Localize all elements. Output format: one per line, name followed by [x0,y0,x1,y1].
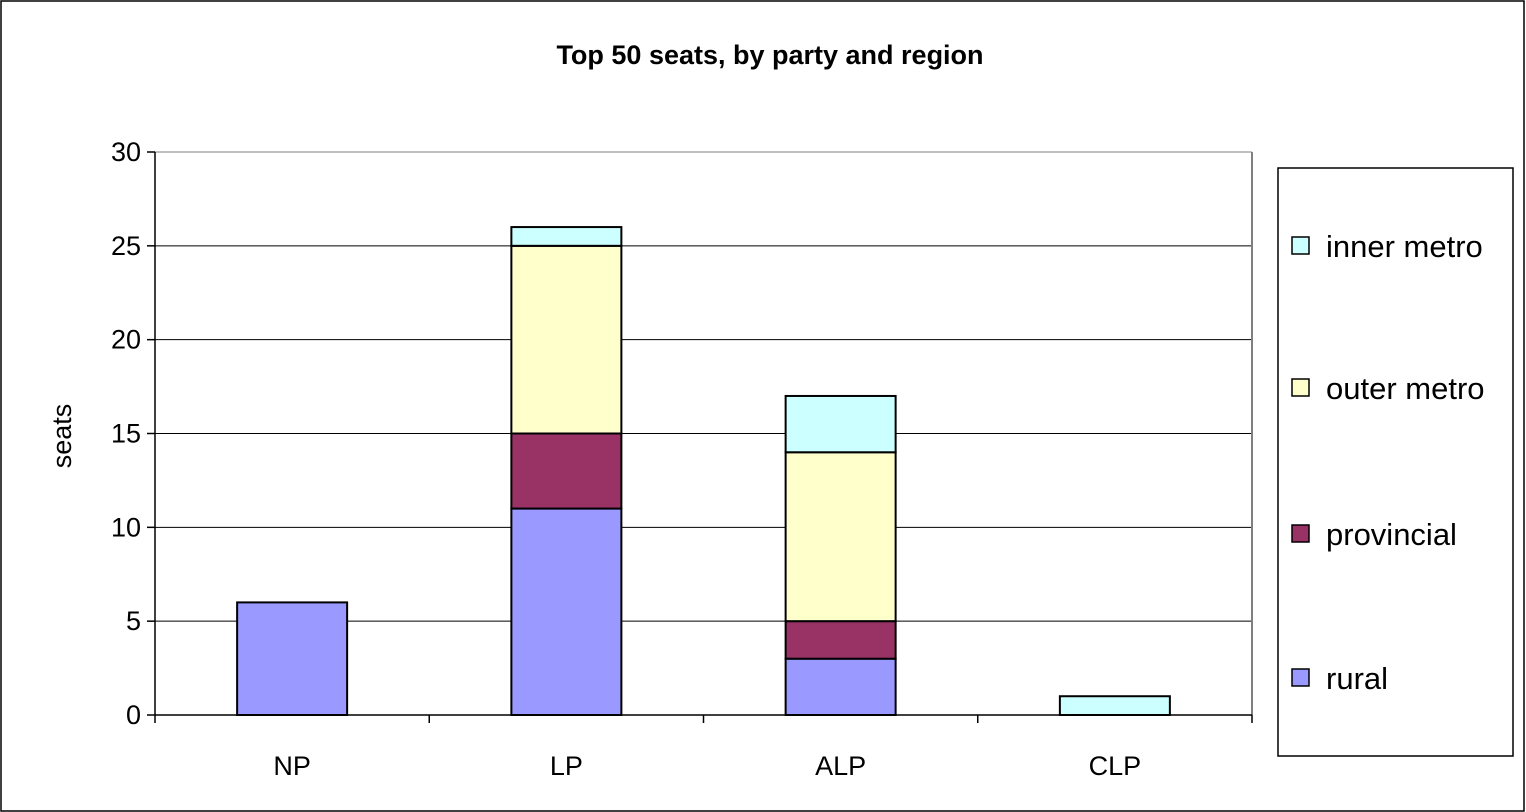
x-tick-label: ALP [815,751,866,781]
y-tick-label: 5 [126,606,141,636]
y-tick-label: 25 [111,231,141,261]
bar-segment [1058,695,1171,717]
x-tick-label: LP [550,751,583,781]
legend-items: inner metro outer metro provincial rural [1291,229,1485,696]
legend-label: inner metro [1326,229,1483,264]
bar-segment [510,244,623,435]
y-tick-label: 20 [111,325,141,355]
chart-title: Top 50 seats, by party and region [556,40,983,70]
legend-label: rural [1326,661,1388,696]
bar-segment [784,451,897,623]
bar-segment [510,226,623,247]
plot-area: 0 5 10 15 20 25 30 NP LP ALP CLP [111,137,1253,781]
gridlines [155,245,1252,622]
y-tick-label: 0 [126,700,141,730]
bar-segment [784,394,897,454]
y-tick-label: 30 [111,137,141,167]
legend-label: outer metro [1326,371,1485,406]
bar-segment [236,601,349,717]
x-tick-label: NP [273,751,311,781]
legend-swatch [1291,668,1310,687]
x-axis-ticks: NP LP ALP CLP [154,715,1253,781]
bar-segment [510,432,623,510]
bar-segment [510,507,623,717]
y-tick-label: 15 [111,419,141,449]
x-tick-label: CLP [1089,751,1142,781]
bar-segment [784,657,897,717]
legend-frame [1277,167,1514,757]
legend-swatch [1291,236,1310,255]
legend-label: provincial [1326,517,1457,552]
legend: inner metro outer metro provincial rural [1277,167,1514,757]
y-axis-label: seats [47,404,77,469]
legend-swatch [1291,524,1310,543]
legend-swatch [1291,378,1310,397]
bar-segment [784,620,897,660]
y-axis-ticks: 0 5 10 15 20 25 30 [111,137,155,730]
y-tick-label: 10 [111,512,141,542]
